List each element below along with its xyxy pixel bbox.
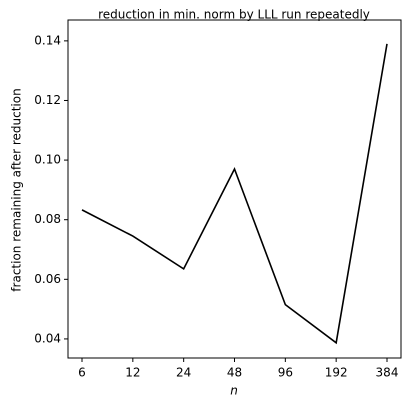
x-tick-label: 48 (227, 366, 242, 380)
chart-title: reduction in min. norm by LLL run repeat… (98, 8, 370, 22)
y-tick-label: 0.04 (34, 331, 61, 345)
y-axis-label: fraction remaining after reduction (10, 88, 24, 291)
y-tick-label: 0.06 (34, 272, 61, 286)
y-tick-label: 0.14 (34, 33, 61, 47)
y-tick-label: 0.10 (34, 153, 61, 167)
data-line (81, 43, 388, 345)
x-tick-label: 6 (78, 366, 86, 380)
x-tick-label: 384 (376, 366, 399, 380)
x-tick-label: 96 (278, 366, 293, 380)
x-tick-label: 192 (325, 366, 348, 380)
y-tick-label: 0.08 (34, 212, 61, 226)
x-tick-label: 12 (125, 366, 140, 380)
x-axis-label: n (230, 384, 238, 398)
y-tick-label: 0.12 (34, 93, 61, 107)
x-tick-label: 24 (176, 366, 191, 380)
plot-frame (67, 19, 402, 359)
